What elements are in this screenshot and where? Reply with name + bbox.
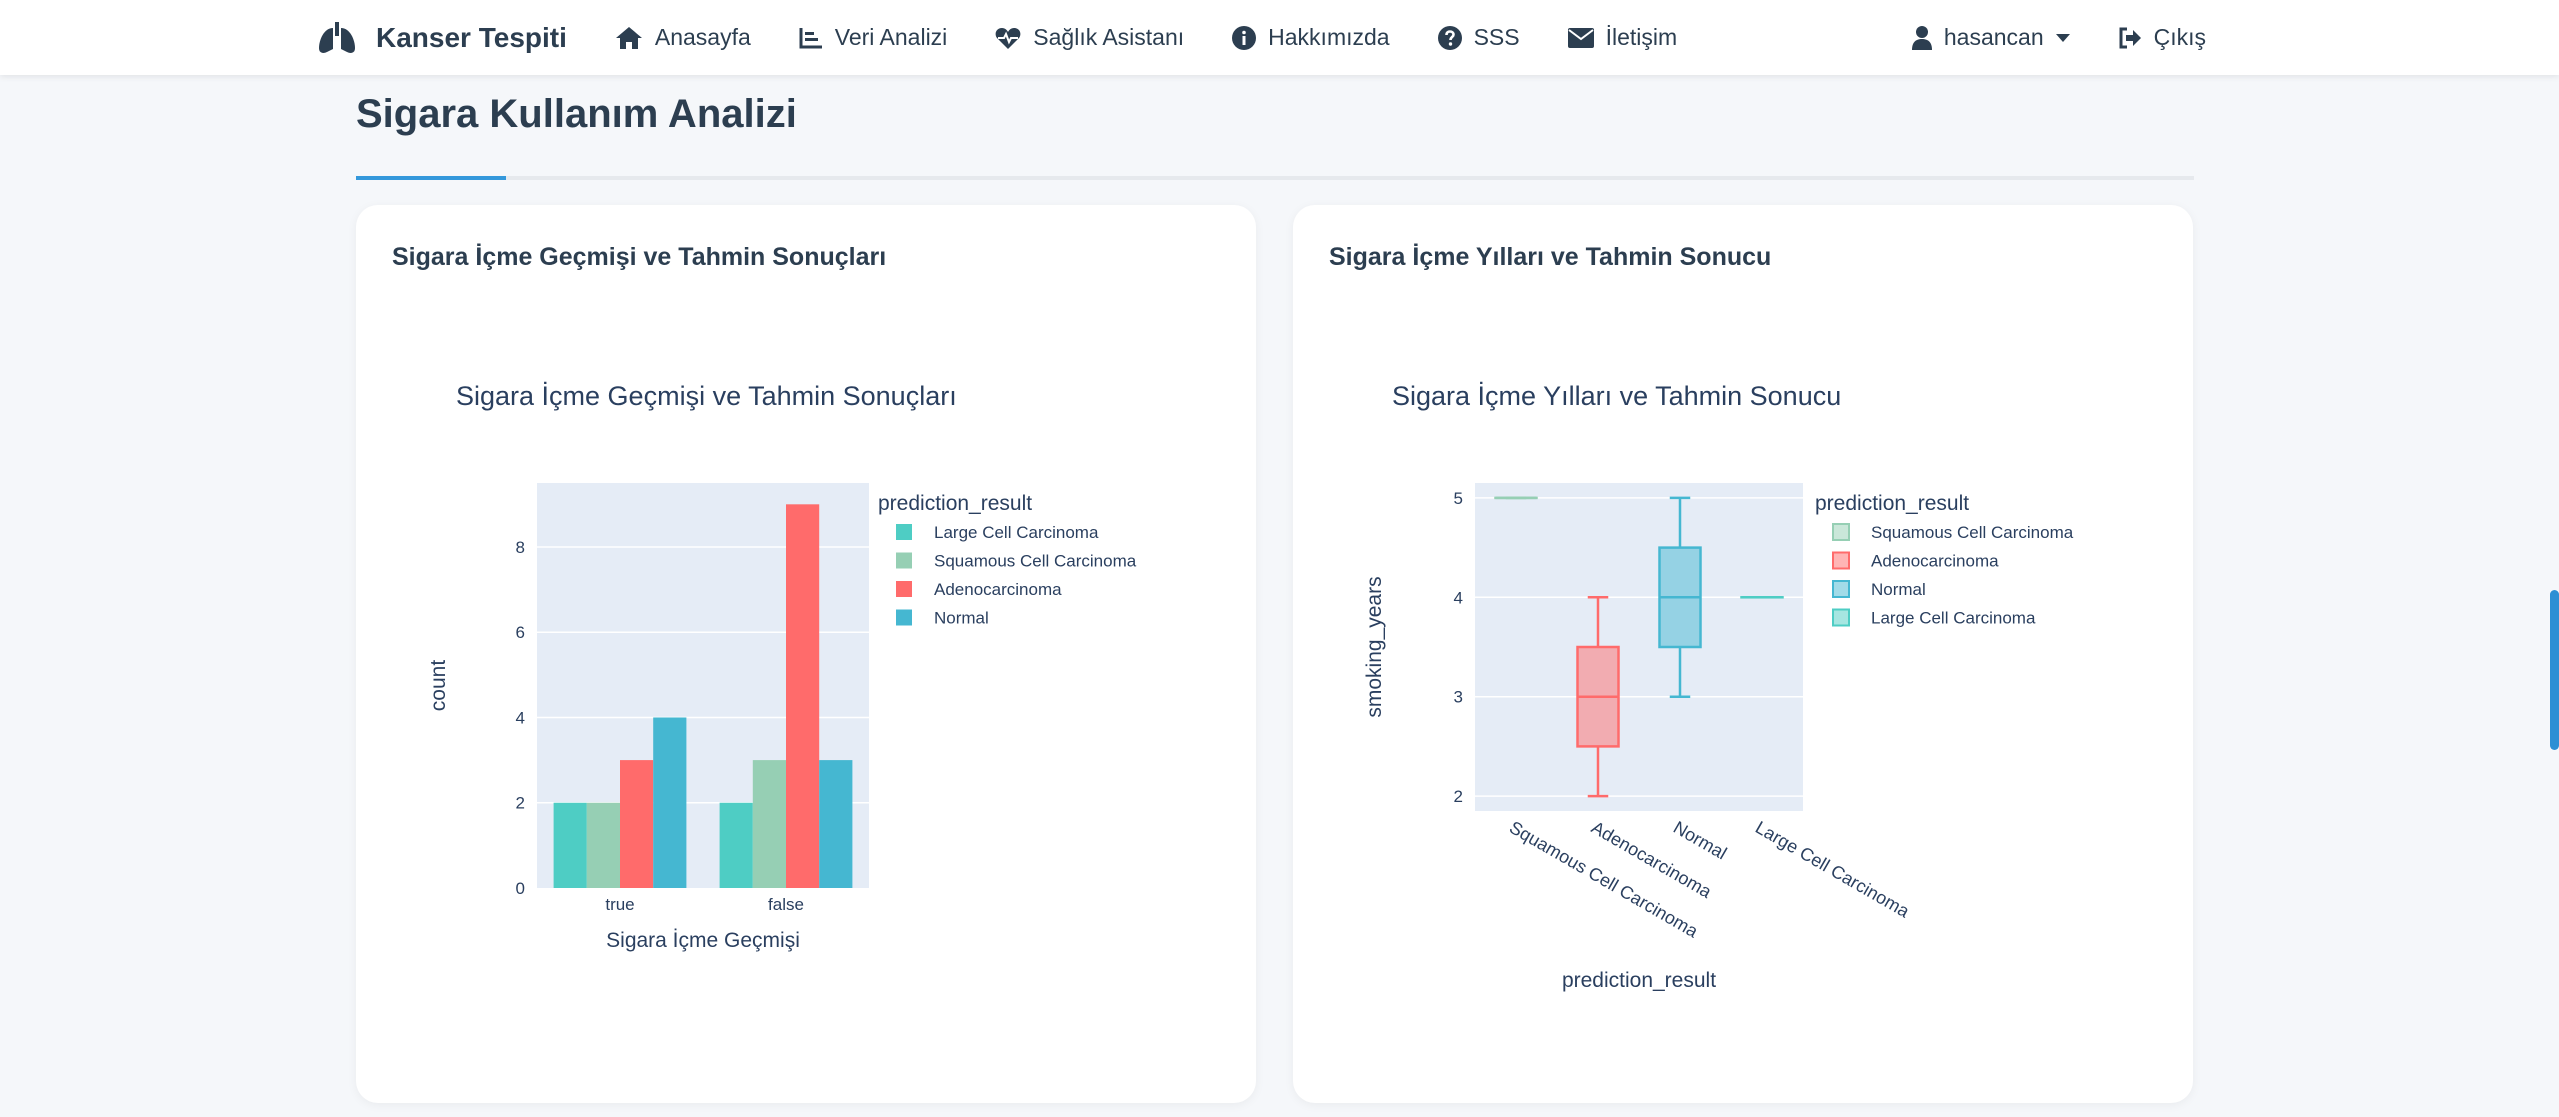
bar-chart[interactable]: Sigara İçme Geçmişi ve Tahmin Sonuçları 0… bbox=[356, 205, 1256, 1103]
x-tick-label: true bbox=[605, 895, 634, 914]
bar bbox=[553, 802, 587, 888]
legend-label: Squamous Cell Carcinoma bbox=[934, 552, 1137, 571]
chevron-down-icon bbox=[2055, 33, 2070, 42]
nav-item-iletisim[interactable]: İletişim bbox=[1567, 24, 1678, 51]
sign-out-icon bbox=[2119, 27, 2141, 48]
logout-link[interactable]: Çıkış bbox=[2118, 24, 2206, 51]
nav-item-label: Anasayfa bbox=[654, 24, 751, 50]
user-icon bbox=[1911, 25, 1932, 50]
nav-item-label: İletişim bbox=[1605, 24, 1678, 50]
bar bbox=[752, 760, 786, 888]
box-chart[interactable]: Sigara İçme Yılları ve Tahmin Sonucu 2 3 4 5… bbox=[1293, 205, 2193, 1103]
x-axis-label: prediction_result bbox=[1562, 969, 1716, 992]
page-title: Sigara Kullanım Analizi bbox=[356, 92, 797, 136]
smoking-years-card: Sigara İçme Yılları ve Tahmin Sonucu Sig… bbox=[1293, 205, 2193, 1103]
legend-swatch bbox=[1832, 523, 1850, 541]
bar bbox=[786, 504, 820, 888]
y-tick-label: 6 bbox=[516, 623, 525, 642]
nav-item-label: Hakkımızda bbox=[1268, 24, 1390, 50]
legend-label: Adenocarcinoma bbox=[934, 580, 1062, 599]
lungs-icon bbox=[319, 21, 355, 53]
bar bbox=[719, 802, 753, 888]
logout-label: Çıkış bbox=[2153, 24, 2206, 50]
legend-title: prediction_result bbox=[1815, 492, 1969, 515]
plot-area bbox=[1475, 483, 1803, 811]
nav-item-veri-analizi[interactable]: Veri Analizi bbox=[799, 24, 948, 51]
nav-item-label: SSS bbox=[1473, 24, 1520, 50]
title-divider-accent bbox=[356, 176, 506, 180]
nav-item-label: Veri Analizi bbox=[834, 24, 948, 50]
title-divider bbox=[356, 176, 2194, 180]
legend-label: Large Cell Carcinoma bbox=[934, 523, 1099, 542]
brand-link[interactable]: Kanser Tespiti bbox=[318, 21, 567, 54]
top-navbar: Kanser Tespiti Anasayfa Veri Analizi Sağ… bbox=[0, 0, 2559, 75]
nav-right: hasancan Çıkış bbox=[1864, 0, 2206, 75]
card-header: Sigara İçme Geçmişi ve Tahmin Sonuçları bbox=[392, 243, 887, 271]
chart-title: Sigara İçme Yılları ve Tahmin Sonucu bbox=[1392, 380, 1841, 411]
y-tick-label: 5 bbox=[1454, 489, 1463, 508]
nav-item-label: Sağlık Asistanı bbox=[1033, 24, 1185, 50]
user-dropdown[interactable]: hasancan bbox=[1911, 24, 2070, 51]
legend-swatch bbox=[1832, 551, 1850, 570]
card-header: Sigara İçme Yılları ve Tahmin Sonucu bbox=[1329, 243, 1772, 271]
legend-label: Adenocarcinoma bbox=[1871, 552, 1999, 571]
y-tick-label: 2 bbox=[516, 794, 525, 813]
y-tick-label: 3 bbox=[1454, 688, 1463, 707]
legend-swatch bbox=[896, 581, 912, 597]
envelope-icon bbox=[1567, 27, 1594, 48]
legend-swatch bbox=[896, 609, 912, 626]
heart-pulse-icon bbox=[995, 27, 1021, 49]
legend-swatch bbox=[1832, 580, 1850, 598]
legend-swatch bbox=[1832, 608, 1850, 627]
nav-item-saglik-asistani[interactable]: Sağlık Asistanı bbox=[995, 24, 1184, 51]
legend-label: Normal bbox=[934, 609, 989, 628]
question-icon bbox=[1437, 25, 1462, 50]
legend-title: prediction_result bbox=[878, 492, 1032, 515]
y-tick-label: 8 bbox=[516, 538, 525, 557]
nav-item-sss[interactable]: SSS bbox=[1437, 24, 1520, 51]
x-tick-label: Large Cell Carcinoma bbox=[1752, 817, 1914, 922]
y-axis-label: count bbox=[427, 660, 450, 712]
bar bbox=[586, 802, 620, 888]
nav-left: Kanser Tespiti Anasayfa Veri Analizi Sağ… bbox=[318, 0, 1725, 75]
y-axis-label: smoking_years bbox=[1363, 576, 1386, 717]
brand-name: Kanser Tespiti bbox=[376, 21, 567, 53]
y-tick-label: 0 bbox=[516, 879, 525, 898]
legend-swatch bbox=[896, 552, 912, 569]
x-axis-label: Sigara İçme Geçmişi bbox=[606, 929, 800, 952]
username-label: hasancan bbox=[1943, 24, 2044, 50]
home-icon bbox=[615, 26, 642, 49]
chart-title: Sigara İçme Geçmişi ve Tahmin Sonuçları bbox=[456, 380, 957, 411]
legend-label: Normal bbox=[1871, 580, 1926, 599]
bar bbox=[620, 760, 654, 888]
legend-label: Large Cell Carcinoma bbox=[1871, 609, 2036, 628]
legend-swatch bbox=[896, 524, 912, 540]
y-tick-label: 4 bbox=[1454, 588, 1463, 607]
nav-item-anasayfa[interactable]: Anasayfa bbox=[615, 24, 751, 51]
bar bbox=[653, 717, 687, 888]
chart-line-icon bbox=[799, 27, 822, 48]
y-tick-label: 2 bbox=[1454, 787, 1463, 806]
nav-item-hakkimizda[interactable]: Hakkımızda bbox=[1232, 24, 1390, 51]
legend-label: Squamous Cell Carcinoma bbox=[1871, 523, 2074, 542]
x-tick-label: Normal bbox=[1670, 817, 1730, 863]
scrollbar-thumb[interactable] bbox=[2550, 590, 2559, 750]
bar bbox=[819, 760, 853, 888]
info-icon bbox=[1232, 25, 1257, 50]
y-tick-label: 4 bbox=[516, 708, 525, 727]
x-tick-label: false bbox=[768, 895, 804, 914]
smoking-history-card: Sigara İçme Geçmişi ve Tahmin Sonuçları … bbox=[356, 205, 1256, 1103]
